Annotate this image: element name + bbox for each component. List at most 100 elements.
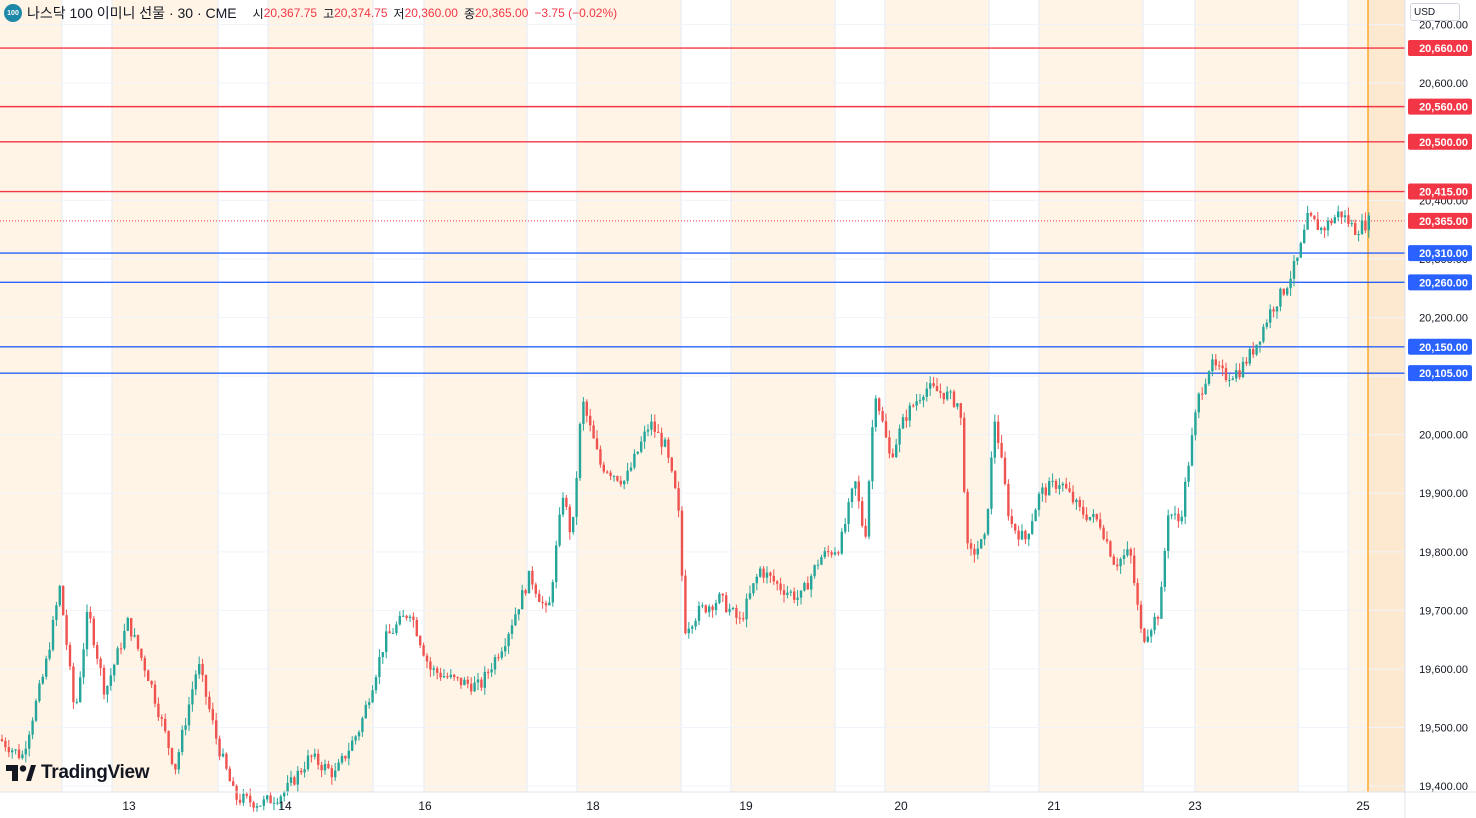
candle-body bbox=[765, 572, 769, 578]
price-level-label-bg bbox=[1408, 338, 1472, 355]
candle-body bbox=[0, 739, 4, 742]
candle-body bbox=[789, 591, 792, 593]
candle-body bbox=[1238, 370, 1241, 378]
candle-body bbox=[323, 763, 327, 771]
candle-body bbox=[1102, 527, 1105, 540]
current-session-band bbox=[1368, 0, 1405, 792]
candle-body bbox=[748, 593, 752, 599]
candle-body bbox=[221, 753, 225, 757]
candle-body bbox=[725, 595, 728, 613]
candle-body bbox=[912, 405, 915, 407]
candle-body bbox=[572, 516, 575, 533]
candle-body bbox=[633, 453, 636, 468]
candle-body bbox=[283, 792, 286, 797]
price-level-label-bg bbox=[1408, 133, 1472, 150]
candle-body bbox=[436, 668, 439, 673]
candle-body bbox=[854, 481, 857, 489]
candle-body bbox=[592, 425, 595, 439]
x-tick-label: 19 bbox=[739, 799, 753, 813]
candle-body bbox=[480, 679, 483, 688]
candle-body bbox=[415, 619, 418, 637]
price-level-label-text: 20,500.00 bbox=[1419, 137, 1468, 149]
candle-body bbox=[24, 748, 27, 755]
candle-body bbox=[684, 575, 687, 634]
candle-body bbox=[932, 383, 935, 387]
candle-body bbox=[929, 383, 932, 389]
candle-body bbox=[272, 802, 276, 804]
candle-body bbox=[1037, 493, 1041, 510]
candle-body bbox=[1065, 483, 1068, 489]
y-tick-label: 19,800.00 bbox=[1419, 547, 1468, 559]
candle-body bbox=[1139, 604, 1143, 629]
low-label: 저 bbox=[393, 6, 405, 21]
candle-body bbox=[714, 603, 718, 611]
symbol-name[interactable]: 나스닥 100 이미니 선물 · 30 · CME bbox=[27, 5, 237, 21]
candle-body bbox=[1054, 480, 1058, 489]
candle-body bbox=[759, 568, 762, 577]
price-candles bbox=[0, 205, 1370, 812]
candle-body bbox=[857, 481, 860, 502]
candle-body bbox=[1289, 278, 1292, 289]
candle-body bbox=[660, 432, 663, 447]
candle-body bbox=[986, 508, 990, 535]
candle-body bbox=[850, 488, 854, 503]
session-band bbox=[0, 0, 62, 792]
candle-body bbox=[225, 753, 228, 769]
candle-body bbox=[1068, 488, 1071, 492]
y-tick-label: 20,700.00 bbox=[1419, 20, 1468, 32]
candle-body bbox=[334, 770, 337, 778]
candle-body bbox=[62, 585, 65, 616]
candle-body bbox=[973, 548, 976, 555]
price-level-label-text: 20,150.00 bbox=[1419, 342, 1468, 354]
candle-body bbox=[68, 644, 72, 667]
candle-body bbox=[439, 672, 442, 678]
candle-body bbox=[473, 682, 476, 692]
x-tick-label: 14 bbox=[278, 799, 292, 813]
candle-body bbox=[1136, 583, 1139, 605]
tradingview-logo[interactable]: TradingView bbox=[6, 762, 150, 784]
candle-body bbox=[1204, 383, 1207, 395]
candle-body bbox=[606, 471, 609, 473]
candle-body bbox=[915, 401, 918, 406]
candle-body bbox=[201, 664, 204, 676]
x-tick-label: 13 bbox=[122, 799, 136, 813]
candle-body bbox=[157, 703, 160, 718]
candle-body bbox=[1109, 541, 1112, 557]
x-tick-label: 23 bbox=[1188, 799, 1202, 813]
candle-body bbox=[300, 770, 303, 773]
symbol-icon[interactable]: 100 bbox=[4, 4, 22, 22]
candle-body bbox=[905, 417, 908, 421]
candle-body bbox=[456, 677, 459, 679]
candle-body bbox=[551, 582, 554, 603]
candle-body bbox=[55, 605, 58, 620]
candle-body bbox=[1027, 533, 1030, 540]
candle-body bbox=[582, 401, 585, 424]
currency-selector[interactable]: USD bbox=[1410, 3, 1460, 21]
candle-body bbox=[497, 657, 500, 659]
price-level-label-text: 20,105.00 bbox=[1419, 368, 1468, 380]
candle-body bbox=[1031, 521, 1034, 534]
candle-body bbox=[830, 552, 833, 555]
candle-body bbox=[980, 539, 983, 549]
candle-body bbox=[337, 762, 340, 771]
candle-body bbox=[534, 584, 537, 594]
candle-body bbox=[102, 667, 106, 695]
candle-body bbox=[371, 690, 374, 703]
candle-body bbox=[395, 624, 398, 633]
candle-body bbox=[1163, 550, 1166, 587]
candle-body bbox=[1092, 514, 1095, 517]
candle-body bbox=[653, 421, 656, 432]
price-level-label-text: 20,560.00 bbox=[1419, 102, 1468, 114]
candle-body bbox=[738, 617, 741, 619]
tradingview-logo-icon bbox=[6, 765, 36, 781]
candle-body bbox=[1177, 513, 1180, 522]
candle-body bbox=[235, 785, 238, 800]
candle-body bbox=[861, 501, 864, 526]
candle-body bbox=[935, 386, 939, 392]
candle-body bbox=[946, 391, 949, 400]
candle-body bbox=[558, 514, 561, 546]
candle-body bbox=[1190, 435, 1194, 466]
candle-body bbox=[143, 657, 146, 671]
candle-body bbox=[164, 718, 167, 732]
